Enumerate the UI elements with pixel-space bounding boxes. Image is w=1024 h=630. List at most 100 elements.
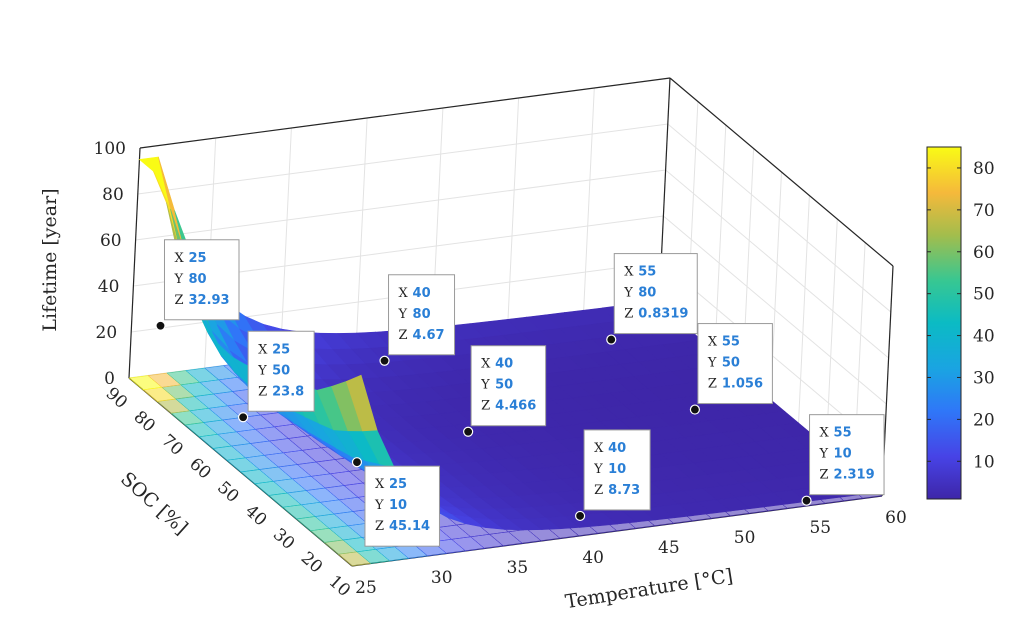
datatip-marker [606, 334, 617, 345]
colorbar-gradient [926, 146, 962, 500]
datatip-0: X 25 Y 80 Z 32.93 [155, 239, 240, 331]
datatip-value-x: 55 [722, 335, 740, 350]
datatip-value-y: 10 [389, 498, 407, 513]
colorbar-tick-label-2: 30 [973, 368, 995, 388]
z-tick-label-0: 0 [104, 369, 115, 389]
y-tick-label-6: 70 [157, 431, 186, 460]
datatip-8: X 55 Y 10 Z 2.319 [801, 414, 885, 506]
y-tick-label-2: 30 [269, 525, 298, 554]
datatip-box [697, 323, 773, 405]
datatip-value-x: 40 [413, 286, 431, 301]
box-edge-2 [669, 77, 894, 267]
datatip-key-x: X [624, 265, 634, 280]
datatip-key-y: Y [623, 286, 633, 301]
datatip-key-x: X [481, 357, 491, 372]
datatip-marker [238, 412, 249, 423]
z-axis-label: Lifetime [year] [39, 188, 61, 331]
datatip-value-x: 40 [495, 357, 513, 372]
datatip-4: X 40 Y 50 Z 4.466 [463, 345, 547, 437]
datatip-6: X 55 Y 80 Z 0.8319 [606, 253, 698, 345]
datatip-key-y: Y [398, 307, 408, 322]
y-tick-label-1: 20 [297, 548, 326, 577]
datatip-value-y: 10 [608, 462, 626, 477]
colorbar-tick-label-3: 40 [973, 327, 995, 347]
x-axis-label: Temperature [°C] [564, 565, 735, 613]
datatip-value-z: 4.67 [413, 328, 445, 343]
datatip-value-y: 80 [413, 307, 431, 322]
datatips: X 25Y 80Z 32.93X 25Y 50Z 23.8X 25Y 10Z 45.14X 40Y 8… [155, 239, 885, 547]
z-tick-label-2: 40 [98, 277, 120, 297]
datatip-key-y: Y [819, 447, 829, 462]
datatip-box [809, 414, 885, 496]
x-tick-label-2: 35 [507, 558, 529, 578]
datatip-box [583, 429, 651, 511]
z-tick-label-1: 20 [96, 323, 118, 343]
datatip-value-z: 0.8319 [638, 307, 688, 322]
datatip-value-z: 2.319 [834, 468, 875, 483]
datatip-key-z: Z [399, 328, 408, 343]
datatip-value-z: 23.8 [272, 384, 304, 399]
z-tick-label-4: 80 [102, 185, 124, 205]
datatip-marker [689, 404, 701, 415]
datatip-key-x: X [375, 477, 385, 492]
datatip-value-x: 40 [608, 441, 626, 456]
datatip-marker [463, 426, 474, 437]
box-edge-1 [139, 77, 671, 149]
z-tick-label-5: 100 [94, 139, 126, 159]
colorbar-tick-label-0: 10 [973, 452, 995, 472]
colorbar-tick-label-5: 60 [973, 243, 995, 263]
datatip-value-x: 25 [389, 477, 407, 492]
box-edge-0 [128, 147, 141, 379]
x-tick-label-4: 45 [658, 538, 680, 558]
datatip-marker [351, 457, 363, 468]
datatip-value-x: 25 [188, 251, 206, 266]
datatip-value-x: 55 [638, 265, 656, 280]
datatip-7: X 55 Y 50 Z 1.056 [689, 323, 773, 415]
datatip-2: X 25 Y 10 Z 45.14 [351, 457, 440, 547]
datatip-key-z: Z [375, 519, 384, 534]
datatip-marker [155, 320, 166, 331]
z-tick-label-3: 60 [100, 231, 122, 251]
datatip-key-y: Y [480, 378, 490, 393]
datatip-key-y: Y [257, 363, 267, 378]
y-tick-label-4: 50 [213, 478, 242, 507]
datatip-box [364, 465, 440, 547]
datatip-value-z: 1.056 [722, 377, 763, 392]
datatip-key-x: X [258, 342, 268, 357]
datatip-value-z: 8.73 [608, 483, 640, 498]
y-tick-label-7: 80 [129, 407, 158, 436]
datatip-key-x: X [708, 335, 718, 350]
datatip-value-y: 10 [834, 447, 852, 462]
datatip-marker [801, 495, 812, 506]
datatip-value-y: 50 [722, 356, 740, 371]
datatip-key-x: X [174, 251, 184, 266]
back-wall [129, 78, 670, 378]
datatip-key-z: Z [820, 468, 829, 483]
datatip-key-x: X [594, 441, 604, 456]
datatip-value-z: 45.14 [389, 519, 430, 534]
datatip-box [470, 345, 547, 427]
datatip-value-y: 80 [188, 272, 206, 287]
y-tick-label-3: 40 [241, 501, 270, 530]
colorbar-tick-label-7: 80 [973, 159, 995, 179]
datatip-value-z: 4.466 [495, 399, 536, 414]
datatip-1: X 25 Y 50 Z 23.8 [238, 330, 315, 423]
datatip-value-y: 80 [638, 286, 656, 301]
datatip-key-y: Y [173, 272, 183, 287]
datatip-marker [575, 510, 586, 522]
datatip-marker [379, 355, 390, 366]
datatip-key-x: X [399, 286, 409, 301]
datatip-value-y: 50 [272, 363, 290, 378]
x-tick-label-5: 50 [734, 528, 756, 548]
x-tick-label-1: 30 [431, 568, 453, 588]
colorbar-tick-label-4: 50 [973, 285, 995, 305]
colorbar-tick-label-1: 20 [973, 410, 995, 430]
datatip-key-y: Y [707, 356, 717, 371]
x-tick-label-3: 40 [582, 548, 604, 568]
datatip-key-z: Z [481, 399, 490, 414]
y-axis-label: SOC [%] [116, 468, 192, 539]
datatip-key-x: X [820, 426, 830, 441]
datatip-5: X 40 Y 10 Z 8.73 [575, 429, 651, 522]
x-tick-label-6: 55 [809, 518, 831, 538]
